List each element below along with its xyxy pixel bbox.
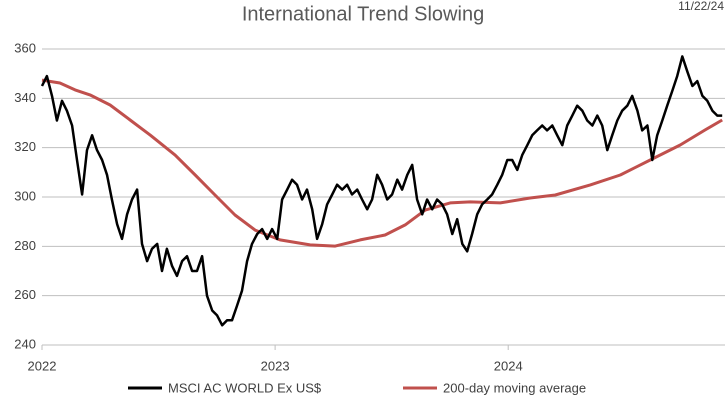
legend-label: MSCI AC WORLD Ex US$ <box>168 380 322 395</box>
series-line <box>40 55 723 327</box>
y-tick-label: 340 <box>14 90 36 105</box>
y-tick-label: 320 <box>14 139 36 154</box>
y-tick-label: 240 <box>14 336 36 351</box>
chart-title: International Trend Slowing <box>242 3 484 25</box>
date-annotation: 11/22/24 <box>678 0 724 13</box>
x-tick-label: 2024 <box>494 358 523 373</box>
series-line <box>41 78 723 248</box>
y-tick-label: 260 <box>14 287 36 302</box>
legend-label: 200-day moving average <box>443 380 586 395</box>
x-tick-label: 2023 <box>261 358 290 373</box>
y-tick-label: 360 <box>14 40 36 55</box>
x-tick-label: 2022 <box>28 358 57 373</box>
y-tick-label: 280 <box>14 238 36 253</box>
y-tick-label: 300 <box>14 188 36 203</box>
